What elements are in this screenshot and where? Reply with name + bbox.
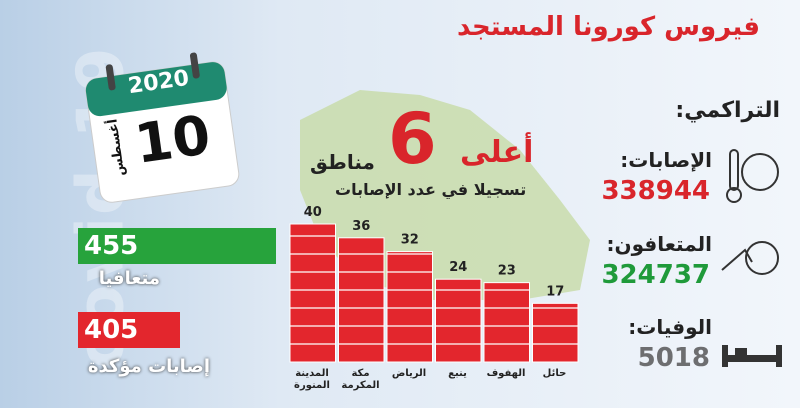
recovered-label: متعافيا xyxy=(98,268,160,289)
chart-title-prefix: أعلى xyxy=(460,135,534,170)
recovered-box: 455 xyxy=(78,228,276,264)
confirmed-box: 405 xyxy=(78,312,180,348)
cumulative-label: الإصابات: xyxy=(620,148,712,172)
data-label: 40 xyxy=(304,205,322,220)
bar xyxy=(289,223,336,363)
icon-recovered xyxy=(721,241,779,275)
x-tick-label: مكة المكرمة xyxy=(341,368,380,391)
icon-thermometer xyxy=(726,149,779,203)
cumulative-heading: التراكمي: xyxy=(675,98,780,123)
data-label: 24 xyxy=(449,260,467,275)
calendar-day: 10 xyxy=(130,103,215,176)
x-tick-label: المدينة المنورة xyxy=(294,368,330,391)
data-label: 36 xyxy=(352,219,370,234)
cumulative-value: 338944 xyxy=(601,176,710,206)
recovered-value: 455 xyxy=(84,231,139,261)
cumulative-value: 324737 xyxy=(601,260,710,290)
cumulative-label: المتعافون: xyxy=(606,232,712,256)
x-tick-label: حائل xyxy=(542,368,567,379)
bar xyxy=(435,278,482,363)
cumulative-value: 5018 xyxy=(637,343,710,373)
calendar xyxy=(85,52,240,203)
chart-title-number: 6 xyxy=(388,98,437,180)
cumulative-label: الوفيات: xyxy=(628,315,712,339)
x-tick-label: ينبع xyxy=(448,368,467,379)
data-label: 32 xyxy=(401,233,419,248)
icon-bed xyxy=(722,345,782,367)
bar xyxy=(338,237,385,363)
confirmed-value: 405 xyxy=(84,315,139,345)
bar xyxy=(532,302,579,363)
x-tick-label: الهفوف xyxy=(486,368,526,379)
chart-title-suffix: مناطق xyxy=(310,150,375,174)
bar xyxy=(386,251,433,363)
x-tick-label: الرياض xyxy=(391,368,427,379)
chart-subtitle: تسجيلا في عدد الإصابات xyxy=(335,180,527,199)
bar xyxy=(483,282,530,363)
data-label: 17 xyxy=(546,284,564,299)
confirmed-label: إصابات مؤكدة xyxy=(87,356,210,377)
bar-chart: 40 36 32 24 23 17 xyxy=(289,205,579,363)
data-label: 23 xyxy=(498,264,516,279)
title: فيروس كورونا المستجد xyxy=(457,12,760,42)
